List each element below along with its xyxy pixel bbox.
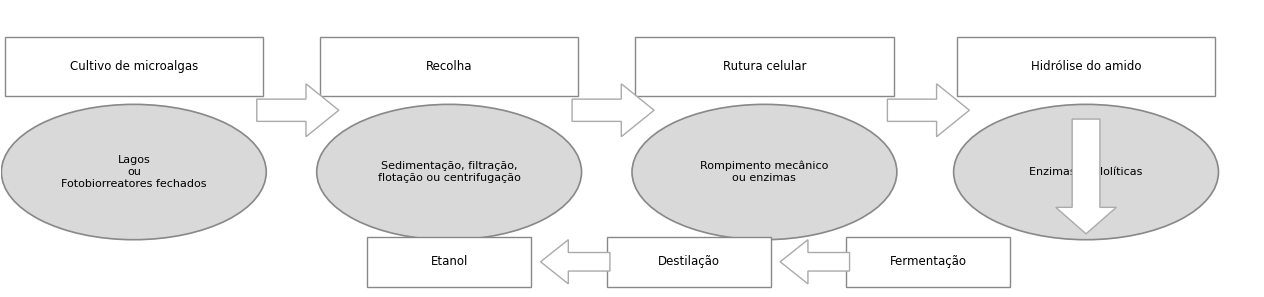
Text: Hidrólise do amido: Hidrólise do amido (1030, 60, 1141, 73)
Text: Rompimento mecânico
ou enzimas: Rompimento mecânico ou enzimas (700, 161, 829, 183)
FancyBboxPatch shape (607, 237, 771, 287)
Polygon shape (541, 240, 611, 284)
Text: Lagos
ou
Fotobiorreatores fechados: Lagos ou Fotobiorreatores fechados (61, 155, 206, 189)
Text: Etanol: Etanol (431, 255, 468, 268)
FancyBboxPatch shape (847, 237, 1010, 287)
Ellipse shape (317, 104, 581, 240)
FancyBboxPatch shape (367, 237, 531, 287)
FancyBboxPatch shape (320, 37, 579, 96)
Polygon shape (887, 84, 969, 137)
FancyBboxPatch shape (635, 37, 894, 96)
Text: Sedimentação, filtração,
flotação ou centrifugação: Sedimentação, filtração, flotação ou cen… (378, 161, 521, 183)
Text: Destilação: Destilação (657, 255, 719, 268)
Text: Enzimas amilolíticas: Enzimas amilolíticas (1029, 167, 1143, 177)
Text: Rutura celular: Rutura celular (723, 60, 806, 73)
Polygon shape (257, 84, 339, 137)
FancyBboxPatch shape (5, 37, 263, 96)
Text: Fermentação: Fermentação (890, 255, 967, 268)
Ellipse shape (1, 104, 267, 240)
Polygon shape (1055, 119, 1116, 234)
Ellipse shape (632, 104, 897, 240)
Text: Recolha: Recolha (426, 60, 473, 73)
Ellipse shape (953, 104, 1218, 240)
Text: Cultivo de microalgas: Cultivo de microalgas (70, 60, 198, 73)
Polygon shape (573, 84, 653, 137)
FancyBboxPatch shape (957, 37, 1215, 96)
Polygon shape (780, 240, 849, 284)
